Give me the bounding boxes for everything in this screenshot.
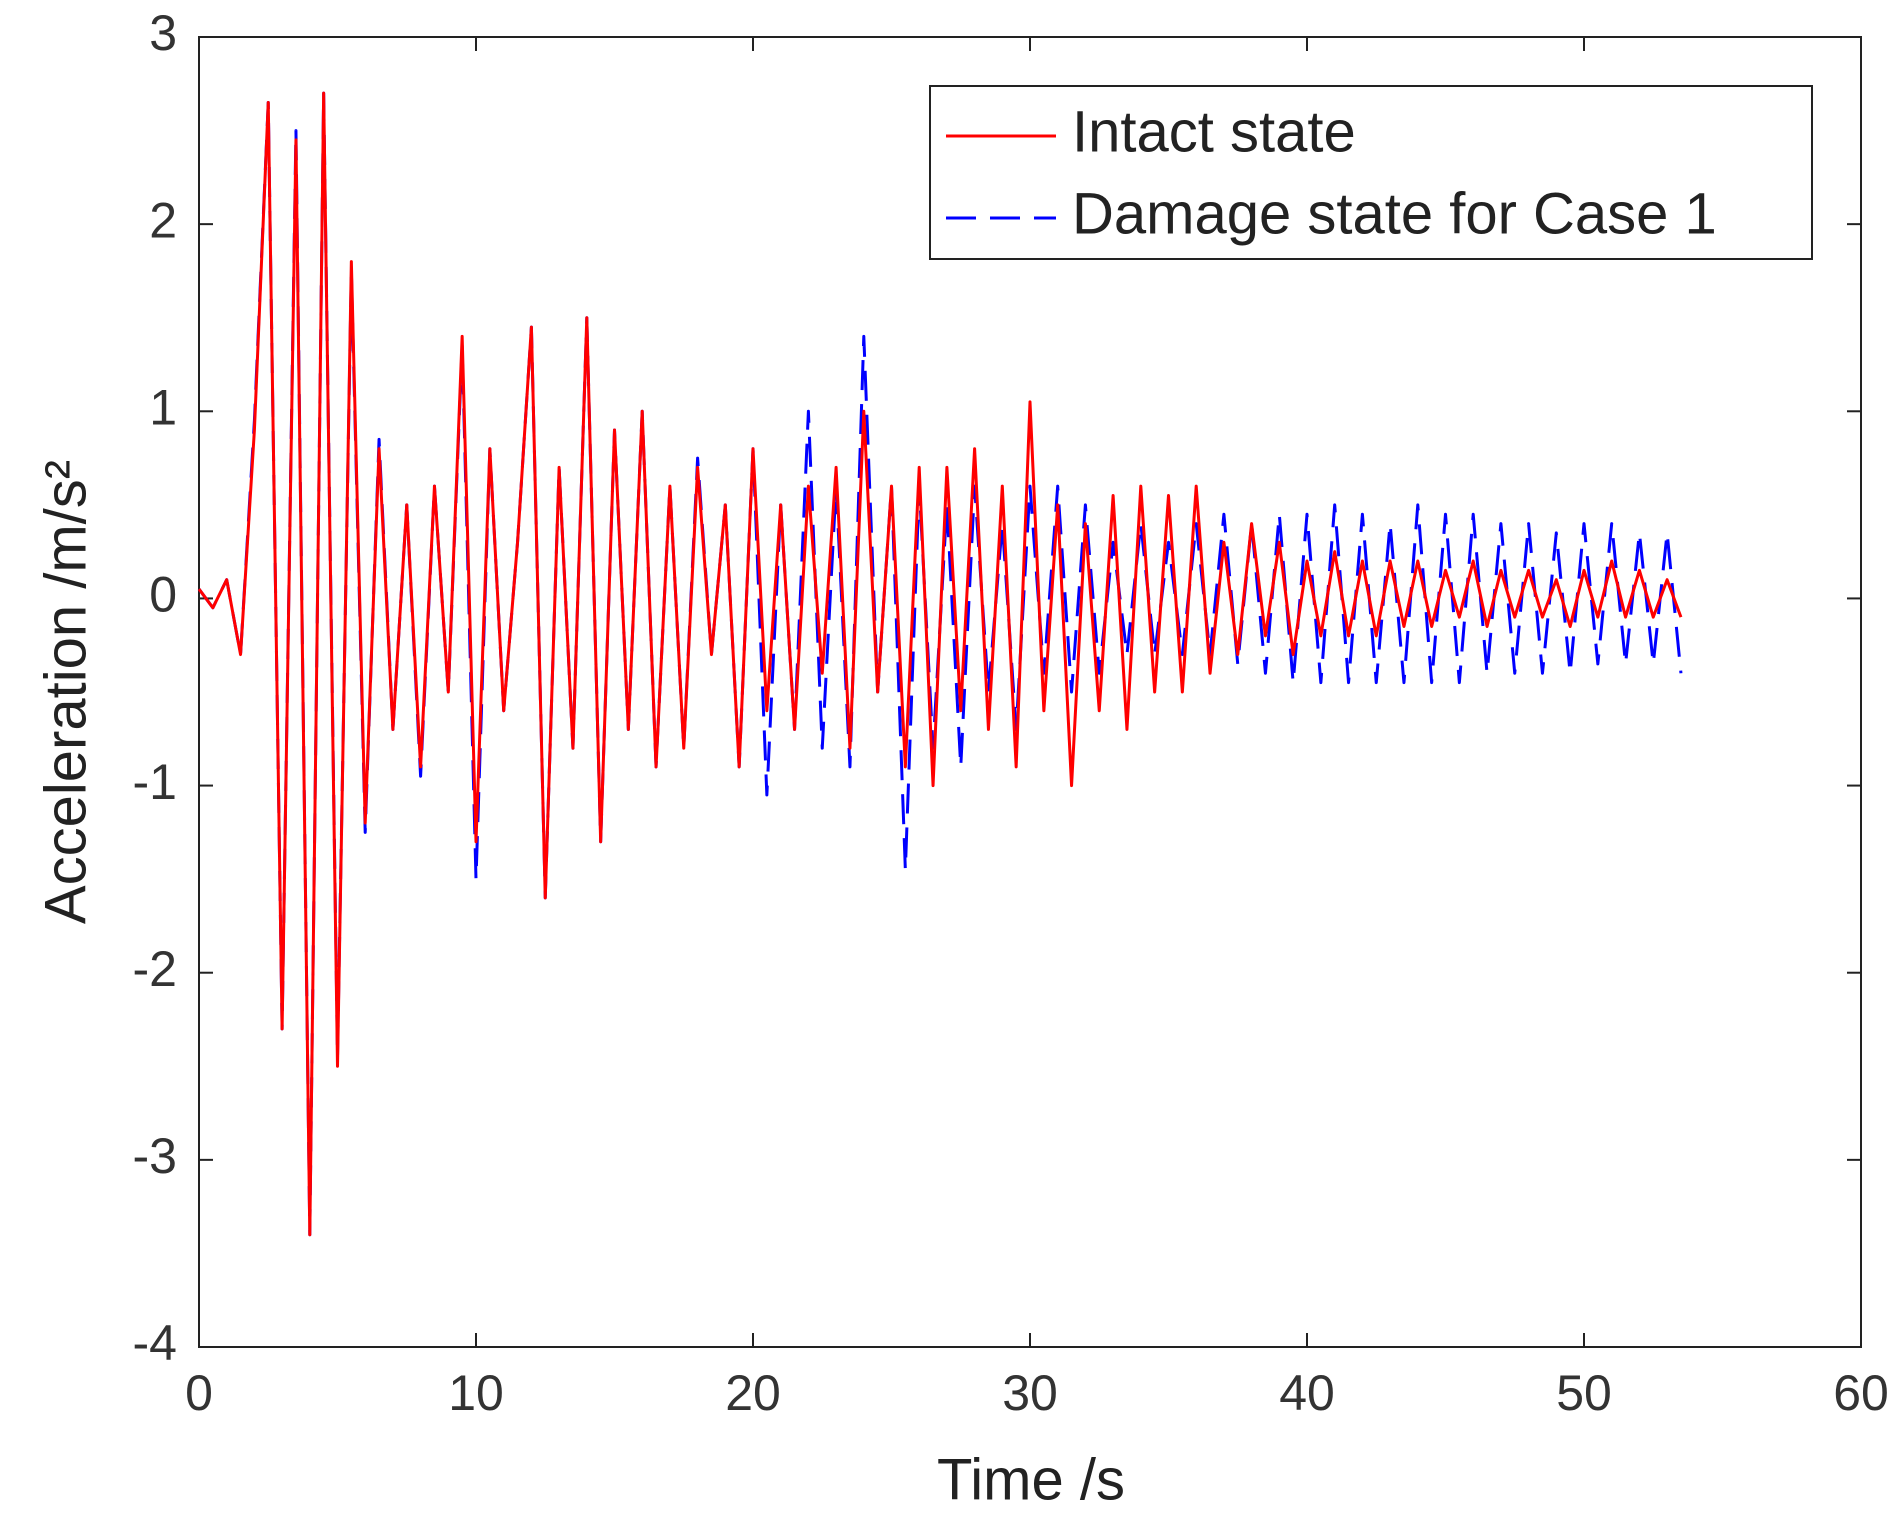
y-tick-label: -3: [133, 1128, 177, 1184]
legend-label: Damage state for Case 1: [1072, 181, 1717, 246]
y-tick-label: 0: [149, 567, 177, 623]
x-tick-label: 20: [725, 1365, 781, 1421]
series-line: [197, 91, 1683, 1237]
x-tick-label: 50: [1556, 1365, 1612, 1421]
x-tick-label: 0: [185, 1365, 213, 1421]
y-tick-label: -4: [133, 1315, 177, 1371]
x-tick-label: 30: [1002, 1365, 1058, 1421]
y-axis-label: Acceleration /m/s²: [33, 460, 98, 924]
y-tick-label: -1: [133, 754, 177, 810]
legend-label: Intact state: [1072, 99, 1356, 164]
y-tick-label: 3: [149, 5, 177, 61]
x-axis-label: Time /s: [937, 1447, 1125, 1512]
legend: [929, 85, 1813, 260]
x-tick-label: 60: [1833, 1365, 1889, 1421]
y-tick-label: 2: [149, 192, 177, 248]
y-tick-label: 1: [149, 379, 177, 435]
x-tick-label: 40: [1279, 1365, 1335, 1421]
series-line: [197, 91, 1683, 1237]
y-tick-label: -2: [133, 941, 177, 997]
x-tick-label: 10: [448, 1365, 504, 1421]
